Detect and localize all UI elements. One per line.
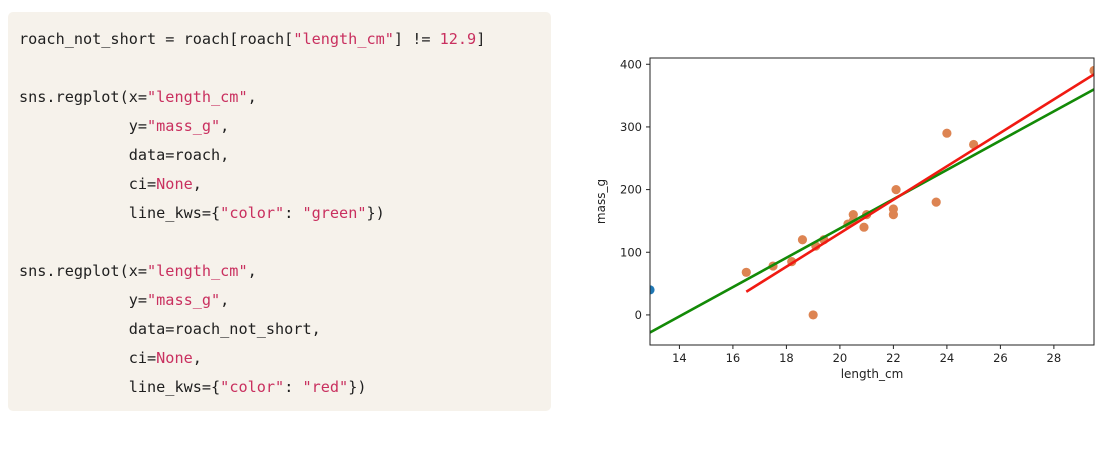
- x-tick-label: 18: [779, 351, 794, 365]
- code-token: ,: [192, 175, 202, 193]
- regression-chart: 14 16 18 20 22 24 26 28 0 100 200 300 400 length_cm ma…: [580, 44, 1105, 404]
- x-tick-label: 20: [833, 351, 848, 365]
- x-tick-label: 28: [1047, 351, 1062, 365]
- code-line: data=roach,: [19, 141, 551, 170]
- code-line: [19, 54, 551, 83]
- code-token: data=roach,: [19, 146, 230, 164]
- data-point-orange: [891, 184, 901, 195]
- code-token: 12.9: [439, 30, 477, 48]
- code-token: "mass_g": [147, 117, 221, 135]
- code-token: None: [156, 349, 193, 367]
- code-token: "mass_g": [147, 291, 221, 309]
- code-token: "color": [220, 204, 285, 222]
- code-token: "green": [302, 204, 367, 222]
- code-token: ci=: [19, 175, 157, 193]
- code-token: "red": [302, 378, 349, 396]
- code-token: ,: [220, 117, 230, 135]
- code-line: y="mass_g",: [19, 112, 551, 141]
- code-line: data=roach_not_short,: [19, 315, 551, 344]
- code-line: line_kws={"color": "red"}): [19, 373, 551, 402]
- plot-frame: [649, 57, 1095, 346]
- code-token: line_kws={: [19, 204, 221, 222]
- code-token: ]: [476, 30, 486, 48]
- code-token: sns.regplot(x=: [19, 262, 148, 280]
- y-tick-label: 400: [620, 57, 642, 71]
- y-tick-label: 200: [620, 183, 642, 197]
- code-token: "length_cm": [293, 30, 394, 48]
- code-token: ,: [247, 262, 257, 280]
- code-line: sns.regplot(x="length_cm",: [19, 83, 551, 112]
- x-tick-label: 22: [886, 351, 901, 365]
- code-token: :: [284, 378, 303, 396]
- code-token: "length_cm": [147, 262, 248, 280]
- data-point-blue: [650, 285, 655, 295]
- code-token: y=: [19, 291, 148, 309]
- code-line: sns.regplot(x="length_cm",: [19, 257, 551, 286]
- code-cell: roach_not_short = roach[roach["length_cm…: [8, 12, 551, 411]
- code-token: roach_not_short = roach[roach[: [19, 30, 294, 48]
- x-tick-label: 24: [940, 351, 955, 365]
- y-tick-label: 300: [620, 120, 642, 134]
- code-token: ci=: [19, 349, 157, 367]
- code-token: ,: [192, 349, 202, 367]
- chart-svg: 14 16 18 20 22 24 26 28 0 100 200 300 400 length_cm ma…: [594, 57, 1095, 381]
- code-block: roach_not_short = roach[roach["length_cm…: [19, 25, 551, 402]
- code-token: ,: [247, 88, 257, 106]
- code-token: ,: [220, 291, 230, 309]
- code-line: line_kws={"color": "green"}): [19, 199, 551, 228]
- y-tick-label: 100: [620, 245, 642, 259]
- data-point-orange: [741, 267, 751, 277]
- data-point-orange: [942, 128, 952, 138]
- x-tick-label: 16: [726, 351, 741, 365]
- code-line: y="mass_g",: [19, 286, 551, 315]
- code-token: "color": [220, 378, 285, 396]
- code-token: sns.regplot(x=: [19, 88, 148, 106]
- y-axis-label: mass_g: [594, 179, 608, 224]
- data-point-orange: [888, 204, 898, 214]
- code-line: ci=None,: [19, 344, 551, 373]
- code-token: None: [156, 175, 193, 193]
- data-point-orange: [931, 197, 941, 207]
- code-token: ] !=: [393, 30, 440, 48]
- code-token: data=roach_not_short,: [19, 320, 321, 338]
- code-token: y=: [19, 117, 148, 135]
- code-token: }): [348, 378, 367, 396]
- x-tick-label: 14: [672, 351, 687, 365]
- data-point-orange: [1089, 65, 1094, 76]
- code-line: ci=None,: [19, 170, 551, 199]
- data-point-orange: [808, 310, 818, 320]
- x-axis-label: length_cm: [841, 367, 904, 381]
- data-point-orange: [797, 235, 808, 245]
- red-regression-line: [745, 73, 1094, 293]
- data-point-orange: [859, 222, 869, 232]
- code-line: roach_not_short = roach[roach["length_cm…: [19, 25, 551, 54]
- x-tick-label: 26: [993, 351, 1008, 365]
- code-token: line_kws={: [19, 378, 221, 396]
- y-tick-label: 0: [635, 308, 642, 322]
- code-token: }): [366, 204, 385, 222]
- code-line: [19, 228, 551, 257]
- code-token: :: [284, 204, 303, 222]
- green-regression-line: [650, 88, 1094, 334]
- code-token: "length_cm": [147, 88, 248, 106]
